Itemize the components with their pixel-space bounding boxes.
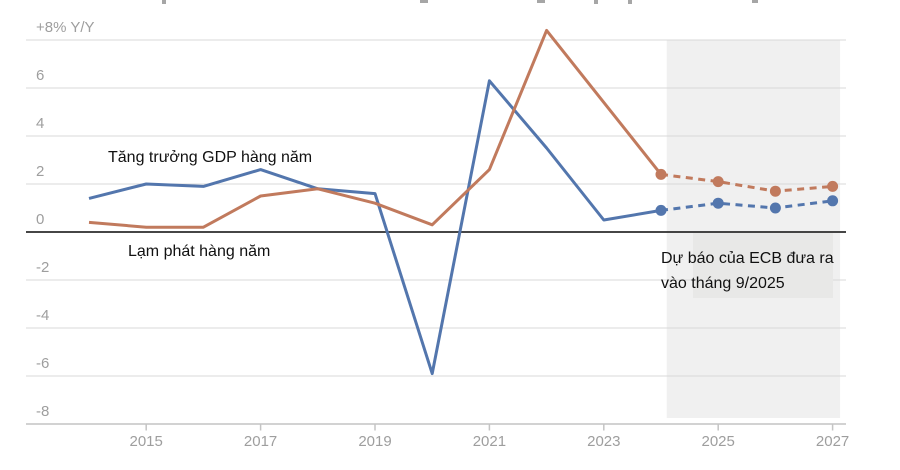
cropped-title-remnant xyxy=(420,0,428,3)
y-axis-label-4: 4 xyxy=(36,115,45,132)
x-axis-label-2023: 2023 xyxy=(587,433,621,450)
x-axis-label-2021: 2021 xyxy=(472,433,507,450)
gdp-series-label: Tăng trưởng GDP hàng năm xyxy=(108,149,313,166)
cropped-title-remnant xyxy=(594,0,598,4)
gdp-point-2027 xyxy=(827,195,839,207)
y-axis-label-2: 2 xyxy=(36,163,45,180)
forecast-annotation-line1: Dự báo của ECB đưa ra xyxy=(661,250,834,267)
inflation-point-2026 xyxy=(769,185,781,197)
cropped-title-remnant xyxy=(537,0,545,3)
x-axis-label-2025: 2025 xyxy=(701,433,735,450)
y-axis-label--2: -2 xyxy=(36,259,50,276)
x-axis-label-2027: 2027 xyxy=(815,433,850,450)
y-axis-label-8: +8% Y/Y xyxy=(36,19,95,36)
inflation-line-actual xyxy=(88,28,663,229)
forecast-band xyxy=(666,40,841,418)
gdp-point-2024 xyxy=(655,204,667,216)
inflation-line-forecast xyxy=(660,172,833,193)
gdp-point-2025 xyxy=(712,197,724,209)
y-axis-label--6: -6 xyxy=(36,355,50,372)
forecast-annotation-line2: vào tháng 9/2025 xyxy=(661,275,785,292)
cropped-title-remnant xyxy=(162,0,166,4)
y-axis-label--4: -4 xyxy=(36,307,50,324)
inflation-point-2024 xyxy=(655,168,667,180)
y-axis-label--8: -8 xyxy=(36,403,50,420)
x-axis-label-2015: 2015 xyxy=(129,433,163,450)
cropped-title-remnant xyxy=(628,0,632,4)
y-axis-label-0: 0 xyxy=(36,211,45,228)
gdp-point-2026 xyxy=(769,202,781,214)
inflation-point-2027 xyxy=(827,180,839,192)
cropped-title-remnant xyxy=(752,0,758,3)
inflation-point-2025 xyxy=(712,176,724,188)
forecast-annotation: Dự báo của ECB đưa ra vào tháng 9/2025 xyxy=(661,246,834,296)
x-axis-label-2019: 2019 xyxy=(358,433,392,450)
annotation-background xyxy=(693,233,833,298)
gdp-line-actual xyxy=(88,79,662,376)
x-axis-label-2017: 2017 xyxy=(243,433,278,450)
inflation-series-label: Lạm phát hàng năm xyxy=(128,243,271,260)
gdp-line-forecast xyxy=(660,199,833,212)
y-axis-label-6: 6 xyxy=(36,67,45,84)
